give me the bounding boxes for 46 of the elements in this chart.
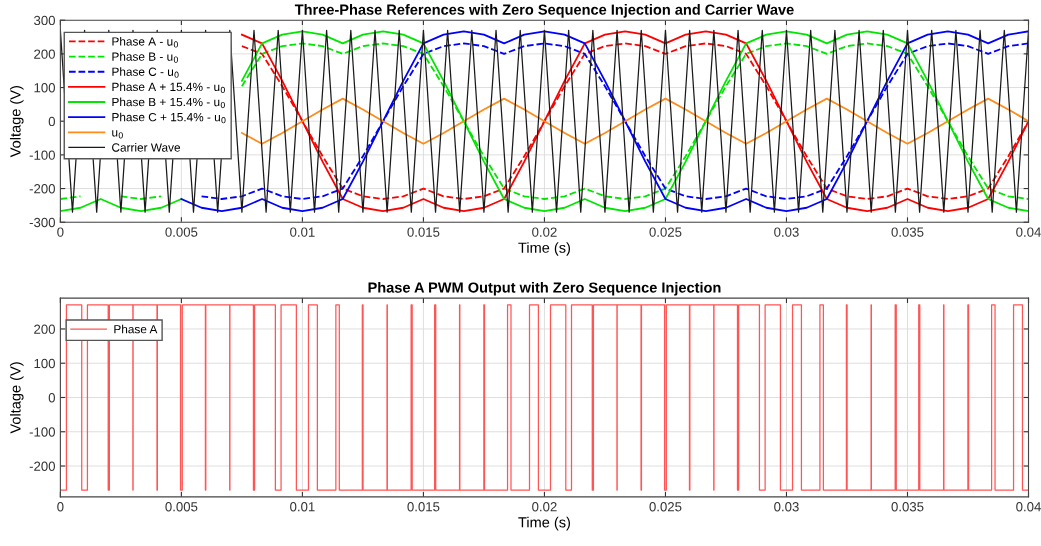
chart-title: Phase A PWM Output with Zero Sequence Injection bbox=[368, 281, 721, 296]
x-tick-label: 0.025 bbox=[649, 227, 682, 237]
line-series bbox=[240, 97, 1029, 145]
x-tick-label: 0.01 bbox=[290, 227, 315, 237]
x-axis-title: Time (s) bbox=[518, 516, 570, 531]
legend-label: Phase A bbox=[114, 324, 158, 334]
x-tick-label: 0 bbox=[57, 502, 64, 512]
y-tick-label: -200 bbox=[29, 184, 55, 194]
y-axis-title: Voltage (V) bbox=[9, 86, 24, 158]
x-tick-label: 0.015 bbox=[407, 502, 440, 512]
y-tick-label: 0 bbox=[48, 393, 55, 403]
legend-label: Phase B - u$_{0}$ bbox=[112, 52, 178, 63]
chart-title: Three-Phase References with Zero Sequence Injection and Carrier Wave bbox=[294, 4, 794, 18]
y-tick-label: 0 bbox=[48, 116, 55, 127]
legend-label: Phase C + 15.4% - u$_{0}$ bbox=[112, 112, 226, 124]
legend-label: Phase A - u$_{0}$ bbox=[112, 36, 178, 48]
y-tick-label: 200 bbox=[34, 324, 55, 334]
y-tick-label: 100 bbox=[34, 83, 55, 93]
y-axis-title: Voltage (V) bbox=[9, 362, 24, 434]
x-tick-label: 0.03 bbox=[774, 502, 799, 512]
x-tick-label: 0.005 bbox=[165, 502, 198, 512]
legend-label: Phase C - u$_{0}$ bbox=[112, 67, 179, 78]
x-tick-label: 0.005 bbox=[165, 227, 198, 237]
y-tick-label: -100 bbox=[29, 427, 55, 437]
legend-label: u$_{0}$ bbox=[112, 130, 123, 139]
x-tick-label: 0 bbox=[57, 227, 64, 237]
x-tick-label: 0.01 bbox=[290, 502, 315, 512]
x-tick-label: 0.035 bbox=[891, 227, 924, 237]
y-tick-label: 100 bbox=[34, 358, 55, 369]
y-tick-label: -300 bbox=[29, 217, 55, 228]
x-tick-label: 0.04 bbox=[1016, 227, 1041, 237]
legend-label: Phase A + 15.4% - u$_{0}$ bbox=[112, 82, 225, 93]
x-tick-label: 0.04 bbox=[1016, 502, 1041, 512]
x-tick-label: 0.025 bbox=[649, 502, 682, 512]
legend-label: Phase B + 15.4% - u$_{0}$ bbox=[112, 97, 225, 109]
x-tick-label: 0.035 bbox=[891, 502, 924, 512]
x-axis-title: Time (s) bbox=[518, 242, 570, 256]
x-tick-label: 0.02 bbox=[532, 227, 557, 237]
x-tick-label: 0.03 bbox=[774, 227, 799, 237]
y-tick-label: -200 bbox=[29, 461, 55, 471]
y-tick-label: 200 bbox=[34, 49, 55, 59]
legend-label: Carrier Wave bbox=[112, 143, 181, 152]
y-tick-label: 300 bbox=[34, 15, 55, 26]
y-tick-label: -100 bbox=[29, 150, 55, 160]
x-tick-label: 0.02 bbox=[532, 502, 557, 512]
x-tick-label: 0.015 bbox=[407, 227, 440, 237]
